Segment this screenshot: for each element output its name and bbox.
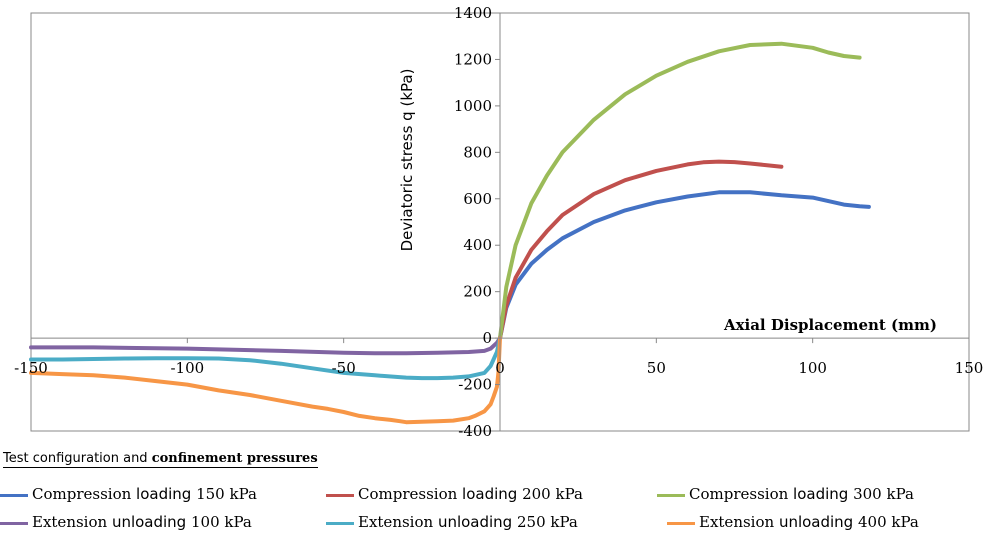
y-tick-label: 200 <box>463 283 492 301</box>
legend-label-mode: loading <box>793 485 849 503</box>
series-line-3 <box>29 336 502 356</box>
legend-label-mode: unloading <box>778 513 854 531</box>
x-tick-label: 50 <box>647 359 666 377</box>
x-tick-label: -100 <box>170 359 204 377</box>
legend-item-extension-400: Extension unloading 400 kPa <box>667 512 919 532</box>
x-tick-label: -50 <box>332 359 356 377</box>
x-tick-label: 0 <box>495 359 505 377</box>
legend-swatch <box>326 494 354 498</box>
legend-item-compression-200: Compression loading 200 kPa <box>326 484 583 504</box>
y-tick-label: 1200 <box>454 50 492 68</box>
y-tick-label: 400 <box>463 236 492 254</box>
legend-label-mode: loading <box>462 485 518 503</box>
legend-label-main: Extension <box>32 513 112 531</box>
legend-swatch <box>667 522 695 526</box>
legend-label-mode: unloading <box>111 513 187 531</box>
y-tick-label: 0 <box>482 329 492 347</box>
y-axis-label: Deviatoric stress q (kPa) <box>398 69 416 252</box>
x-tick-label: -150 <box>14 359 48 377</box>
y-tick-label: -400 <box>458 422 492 440</box>
legend-label-pressure: 150 kPa <box>191 485 257 503</box>
legend-label-main: Compression <box>358 485 463 503</box>
legend-label-mode: unloading <box>437 513 513 531</box>
series-line-0 <box>498 190 871 341</box>
axis-layer <box>30 12 970 432</box>
y-tick-label: 1000 <box>454 97 492 115</box>
series-line-2 <box>498 41 862 341</box>
tick-label-layer: -150 -100 -50 0 50 100 150-400-200020040060080… <box>14 4 983 440</box>
legend-label-pressure: 100 kPa <box>186 513 252 531</box>
series-line-4 <box>29 336 502 381</box>
legend: Compression loading 150 kPa Compression … <box>0 484 987 544</box>
legend-label-pressure: 300 kPa <box>848 485 914 503</box>
legend-swatch <box>0 494 28 498</box>
series-line-1 <box>498 159 784 341</box>
legend-label-main: Compression <box>689 485 794 503</box>
series-line-5 <box>29 336 502 425</box>
legend-item-extension-100: Extension unloading 100 kPa <box>0 512 252 532</box>
legend-label-main: Compression <box>32 485 137 503</box>
y-tick-label: -200 <box>458 376 492 394</box>
legend-label-pressure: 200 kPa <box>517 485 583 503</box>
legend-label-mode: loading <box>136 485 192 503</box>
legend-item-compression-150: Compression loading 150 kPa <box>0 484 257 504</box>
legend-item-compression-300: Compression loading 300 kPa <box>657 484 914 504</box>
legend-label-pressure: 400 kPa <box>853 513 919 531</box>
x-tick-label: 150 <box>955 359 984 377</box>
legend-title: Test configuration and confinement press… <box>3 450 318 468</box>
y-tick-label: 600 <box>463 190 492 208</box>
legend-label-pressure: 250 kPa <box>512 513 578 531</box>
legend-swatch <box>657 494 685 498</box>
y-tick-label: 800 <box>463 143 492 161</box>
legend-title-part1: Test configuration and <box>3 451 152 466</box>
legend-swatch <box>0 522 28 526</box>
x-tick-label: 100 <box>798 359 827 377</box>
legend-label-main: Extension <box>699 513 779 531</box>
legend-title-part2: confinement pressures <box>151 451 318 466</box>
legend-item-extension-250: Extension unloading 250 kPa <box>326 512 578 532</box>
legend-label-main: Extension <box>358 513 438 531</box>
series-layer <box>29 41 871 425</box>
y-tick-label: 1400 <box>454 4 492 22</box>
legend-swatch <box>326 522 354 526</box>
x-axis-label: Axial Displacement (mm) <box>723 316 937 334</box>
